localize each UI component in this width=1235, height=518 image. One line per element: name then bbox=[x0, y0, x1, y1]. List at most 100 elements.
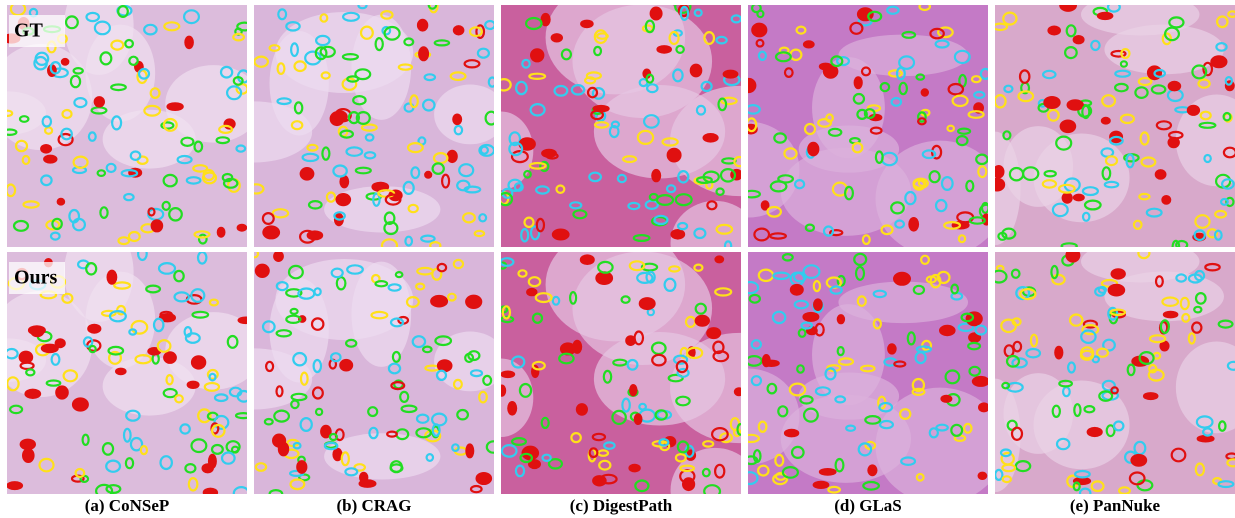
nucleus-contour bbox=[1061, 121, 1075, 132]
figure: GTOurs(a) CoNSeP(b) CRAG(c) DigestPath(d… bbox=[0, 0, 1235, 518]
nucleus-contour bbox=[1102, 118, 1110, 124]
nucleus-contour bbox=[1132, 455, 1147, 466]
nucleus-contour bbox=[23, 449, 33, 462]
nucleus-contour bbox=[188, 382, 199, 388]
nucleus-contour bbox=[168, 103, 183, 110]
nucleus-contour bbox=[1112, 269, 1125, 278]
tissue-image bbox=[697, 3, 1004, 257]
nucleus-contour bbox=[1188, 106, 1199, 115]
nucleus-contour bbox=[279, 443, 288, 455]
nucleus-contour bbox=[56, 387, 67, 399]
tissue-region bbox=[103, 357, 196, 416]
column-caption: (b) CRAG bbox=[336, 496, 411, 515]
nucleus-contour bbox=[1109, 285, 1124, 296]
nucleus-contour bbox=[724, 71, 738, 78]
nucleus-contour bbox=[940, 326, 954, 335]
nucleus-contour bbox=[297, 461, 306, 473]
nucleus-contour bbox=[477, 473, 491, 484]
nucleus-contour bbox=[360, 480, 376, 486]
nucleus-contour bbox=[333, 112, 346, 122]
row-label: GT bbox=[14, 20, 44, 42]
nucleus-contour bbox=[804, 313, 819, 321]
nucleus-contour bbox=[707, 328, 720, 338]
nucleus-contour bbox=[209, 455, 216, 468]
nucleus-contour bbox=[425, 172, 431, 178]
column-caption: (c) DigestPath bbox=[570, 496, 673, 515]
nucleus-contour bbox=[263, 227, 279, 239]
nucleus-contour bbox=[668, 149, 681, 162]
nucleus-contour bbox=[855, 77, 862, 88]
column-caption: (d) GLaS bbox=[834, 496, 902, 515]
nucleus-contour bbox=[814, 300, 822, 310]
nucleus-contour bbox=[922, 89, 928, 95]
nucleus-contour bbox=[334, 449, 342, 460]
nucleus-contour bbox=[909, 218, 918, 230]
nucleus-contour bbox=[1088, 428, 1102, 436]
nucleus-contour bbox=[542, 150, 556, 157]
nucleus-contour bbox=[552, 34, 562, 41]
nucleus-contour bbox=[596, 272, 612, 284]
tissue-region bbox=[1034, 134, 1130, 223]
nucleus-contour bbox=[1055, 347, 1062, 359]
nucleus-contour bbox=[466, 445, 473, 458]
nucleus-contour bbox=[238, 225, 246, 231]
nucleus-contour bbox=[499, 386, 505, 396]
nucleus-contour bbox=[164, 352, 176, 362]
nucleus-contour bbox=[62, 59, 68, 65]
nucleus-contour bbox=[791, 285, 803, 295]
nucleus-contour bbox=[152, 220, 162, 231]
nucleus-contour bbox=[73, 399, 88, 411]
nucleus-contour bbox=[1211, 56, 1226, 67]
nucleus-contour bbox=[1164, 312, 1177, 317]
nucleus-contour bbox=[26, 390, 41, 398]
nucleus-contour bbox=[418, 20, 427, 31]
nucleus-contour bbox=[630, 465, 640, 471]
nucleus-contour bbox=[942, 396, 952, 402]
nucleus-contour bbox=[1049, 27, 1060, 35]
nucleus-contour bbox=[337, 194, 350, 205]
nucleus-contour bbox=[735, 388, 743, 395]
nucleus-contour bbox=[20, 352, 32, 363]
nucleus-contour bbox=[301, 168, 314, 179]
nucleus-contour bbox=[508, 402, 516, 414]
nucleus-contour bbox=[581, 256, 594, 264]
nucleus-contour bbox=[979, 473, 987, 479]
nucleus-contour bbox=[453, 115, 461, 124]
nucleus-contour bbox=[742, 79, 755, 92]
nucleus-contour bbox=[652, 170, 660, 181]
nucleus-contour bbox=[752, 24, 766, 37]
nucleus-contour bbox=[218, 228, 225, 237]
nucleus-contour bbox=[58, 199, 64, 205]
nucleus-contour bbox=[573, 341, 581, 353]
nucleus-contour bbox=[814, 482, 829, 488]
nucleus-contour bbox=[340, 360, 352, 370]
nucleus-contour bbox=[651, 8, 662, 20]
nucleus-contour bbox=[21, 440, 35, 449]
nucleus-contour bbox=[1169, 82, 1180, 90]
nucleus-contour bbox=[1063, 193, 1072, 202]
nucleus-contour bbox=[640, 298, 655, 309]
nucleus-contour bbox=[341, 176, 349, 187]
nucleus-contour bbox=[108, 271, 117, 284]
nucleus-contour bbox=[1161, 342, 1169, 351]
nucleus-contour bbox=[593, 476, 605, 485]
nucleus-contour bbox=[448, 151, 457, 162]
nucleus-contour bbox=[56, 339, 65, 347]
nucleus-contour bbox=[466, 296, 481, 308]
nucleus-contour bbox=[1198, 436, 1214, 441]
tissue-region bbox=[812, 304, 885, 405]
nucleus-contour bbox=[95, 97, 104, 106]
nucleus-contour bbox=[658, 46, 671, 52]
nucleus-contour bbox=[553, 230, 569, 240]
nucleus-contour bbox=[894, 273, 910, 285]
tissue-region bbox=[434, 84, 506, 144]
nucleus-contour bbox=[691, 65, 701, 77]
nucleus-contour bbox=[29, 326, 45, 334]
nucleus-contour bbox=[1162, 196, 1170, 204]
nucleus-contour bbox=[1098, 13, 1112, 19]
nucleus-contour bbox=[542, 14, 550, 25]
nucleus-contour bbox=[431, 296, 447, 306]
tissue-image bbox=[697, 252, 1004, 504]
nucleus-contour bbox=[577, 404, 587, 414]
nucleus-contour bbox=[804, 41, 814, 47]
